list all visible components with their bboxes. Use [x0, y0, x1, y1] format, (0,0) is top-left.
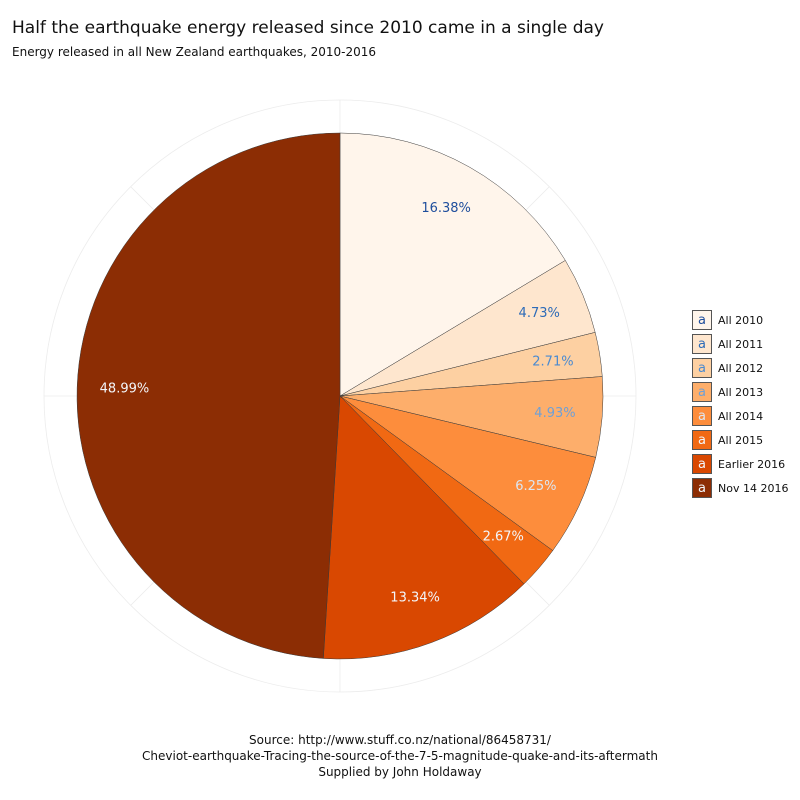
slice-all-2010: [339, 132, 566, 397]
legend-item-all-2014: a All 2014: [692, 404, 796, 428]
source-line-1: Source: http://www.stuff.co.nz/national/…: [249, 733, 551, 747]
legend-label: All 2012: [718, 361, 764, 375]
legend-label: All 2010: [718, 313, 764, 327]
slice-label-all-2014: 6.25%: [515, 479, 556, 494]
legend-label: All 2014: [718, 409, 764, 423]
legend-swatch: a: [692, 382, 712, 402]
legend-item-all-2011: a All 2011: [692, 332, 796, 356]
slice-label-all-2011: 4.73%: [519, 306, 560, 321]
legend-item-all-2010: a All 2010: [692, 308, 796, 332]
legend: a All 2010 a All 2011 a All 2012 a All 2013 a All…: [692, 308, 796, 500]
legend-item-all-2012: a All 2012: [692, 356, 796, 380]
legend-swatch: a: [692, 454, 712, 474]
legend-swatch: a: [692, 406, 712, 426]
supplied-by: Supplied by John Holdaway: [318, 765, 482, 779]
chart-title: Half the earthquake energy released sinc…: [12, 18, 604, 38]
legend-swatch: a: [692, 358, 712, 378]
legend-swatch: a: [692, 334, 712, 354]
legend-swatch: a: [692, 430, 712, 450]
legend-label: Nov 14 2016: [718, 481, 789, 495]
slice-label-nov-14-2016: 48.99%: [100, 382, 150, 397]
legend-label: All 2015: [718, 433, 764, 447]
legend-item-all-2015: a All 2015: [692, 428, 796, 452]
legend-label: All 2013: [718, 385, 764, 399]
legend-item-nov-14-2016: a Nov 14 2016: [692, 476, 796, 500]
legend-swatch: a: [692, 478, 712, 498]
slice-label-earlier-2016: 13.34%: [390, 591, 440, 606]
legend-item-all-2013: a All 2013: [692, 380, 796, 404]
slice-earlier-2016: [323, 395, 525, 660]
slice-label-all-2012: 2.71%: [532, 354, 573, 369]
source-caption: Source: http://www.stuff.co.nz/national/…: [0, 732, 800, 780]
chart-subtitle: Energy released in all New Zealand earth…: [12, 45, 377, 59]
legend-swatch: a: [692, 310, 712, 330]
legend-label: Earlier 2016: [718, 457, 786, 471]
slice-label-all-2015: 2.67%: [483, 529, 524, 544]
legend-label: All 2011: [718, 337, 764, 351]
slice-label-all-2013: 4.93%: [534, 406, 575, 421]
slice-label-all-2010: 16.38%: [421, 201, 471, 216]
slice-labels: 16.38% 4.73% 2.71% 4.93% 6.25% 2.67% 13.34% 48.…: [100, 201, 576, 606]
legend-item-earlier-2016: a Earlier 2016: [692, 452, 796, 476]
slice-nov-14-2016: [76, 132, 341, 659]
pie-slices: [76, 132, 604, 660]
source-line-2: Cheviot-earthquake-Tracing-the-source-of…: [142, 749, 658, 763]
